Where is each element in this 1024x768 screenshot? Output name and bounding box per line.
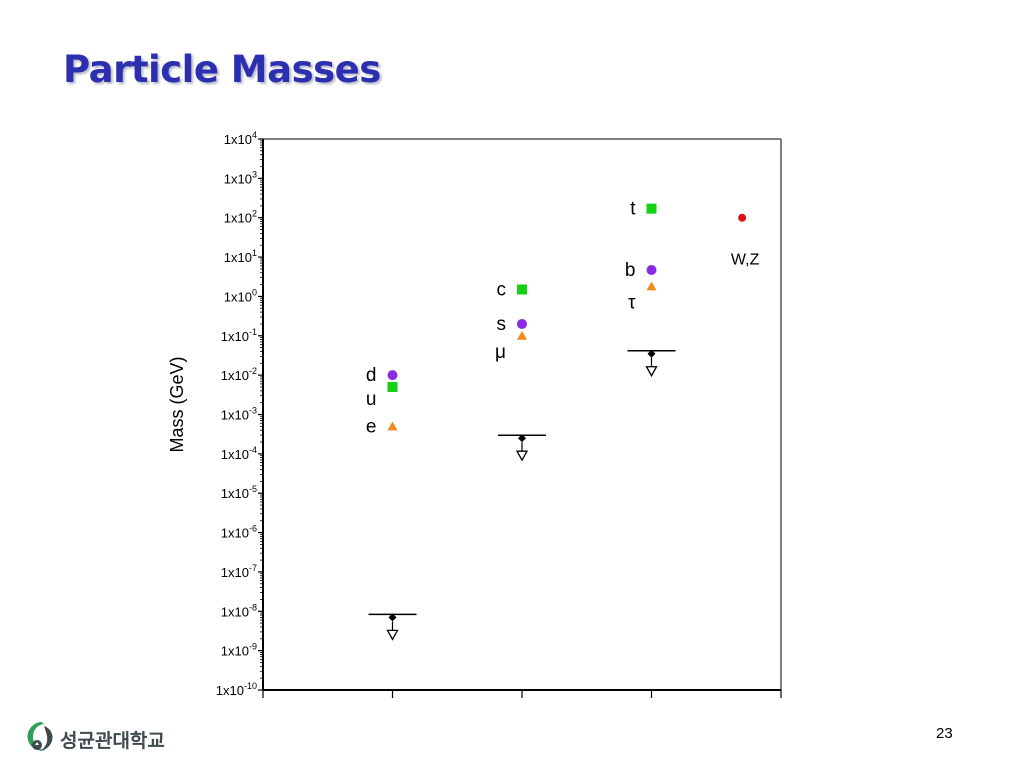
particle-label: e bbox=[366, 416, 377, 437]
data-point-circle bbox=[387, 370, 398, 381]
upper-limit-diamond bbox=[518, 434, 526, 443]
y-tick-label: 1x10-1 bbox=[221, 327, 257, 344]
upper-limit-diamond bbox=[388, 613, 397, 622]
particle-label: b bbox=[625, 260, 636, 281]
y-axis-label: Mass (GeV) bbox=[167, 356, 187, 452]
particle-label: t bbox=[630, 199, 636, 220]
y-tick-label: 1x10-10 bbox=[216, 681, 257, 698]
slide-title: Particle Masses bbox=[63, 48, 381, 91]
particle-label: c bbox=[497, 279, 507, 300]
data-point-triangle bbox=[387, 421, 398, 431]
upper-limit-arrow bbox=[645, 366, 658, 378]
y-tick-label: 1x10-3 bbox=[221, 406, 257, 423]
particle-label: W,Z bbox=[731, 252, 760, 269]
page-number: 23 bbox=[936, 725, 953, 742]
data-point-circle bbox=[517, 318, 527, 329]
data-point-circle bbox=[646, 264, 657, 275]
data-point-square bbox=[646, 203, 657, 214]
y-tick-label: 1x10-9 bbox=[221, 642, 257, 659]
particle-label: μ bbox=[495, 342, 506, 363]
y-tick-label: 1x101 bbox=[224, 248, 257, 265]
y-tick-label: 1x100 bbox=[224, 287, 257, 304]
data-point-triangle bbox=[517, 330, 527, 340]
upper-limit-arrow bbox=[386, 629, 399, 641]
university-name: 성균관대학교 bbox=[60, 730, 165, 752]
data-point-triangle bbox=[646, 281, 657, 291]
y-tick-label: 1x10-7 bbox=[221, 563, 257, 580]
data-point-square bbox=[387, 381, 398, 392]
university-emblem-icon bbox=[27, 722, 53, 751]
particle-label: d bbox=[366, 365, 377, 386]
y-tick-label: 1x10-2 bbox=[221, 366, 257, 383]
particle-label: τ bbox=[628, 292, 636, 313]
upper-limit-diamond bbox=[647, 349, 656, 358]
y-tick-label: 1x10-8 bbox=[221, 602, 257, 619]
y-tick-label: 1x10-5 bbox=[221, 484, 257, 501]
data-point-square bbox=[517, 284, 527, 295]
particle-label: u bbox=[366, 389, 377, 410]
university-logo: 성균관대학교 bbox=[24, 720, 194, 760]
particle-label: s bbox=[497, 314, 507, 335]
upper-limit-arrow bbox=[515, 450, 529, 462]
data-point-circle bbox=[738, 213, 747, 222]
y-tick-label: 1x104 bbox=[224, 130, 257, 147]
y-tick-label: 1x102 bbox=[224, 209, 257, 226]
y-tick-label: 1x103 bbox=[224, 169, 257, 186]
y-tick-label: 1x10-4 bbox=[221, 445, 257, 462]
y-tick-label: 1x10-6 bbox=[221, 524, 257, 541]
